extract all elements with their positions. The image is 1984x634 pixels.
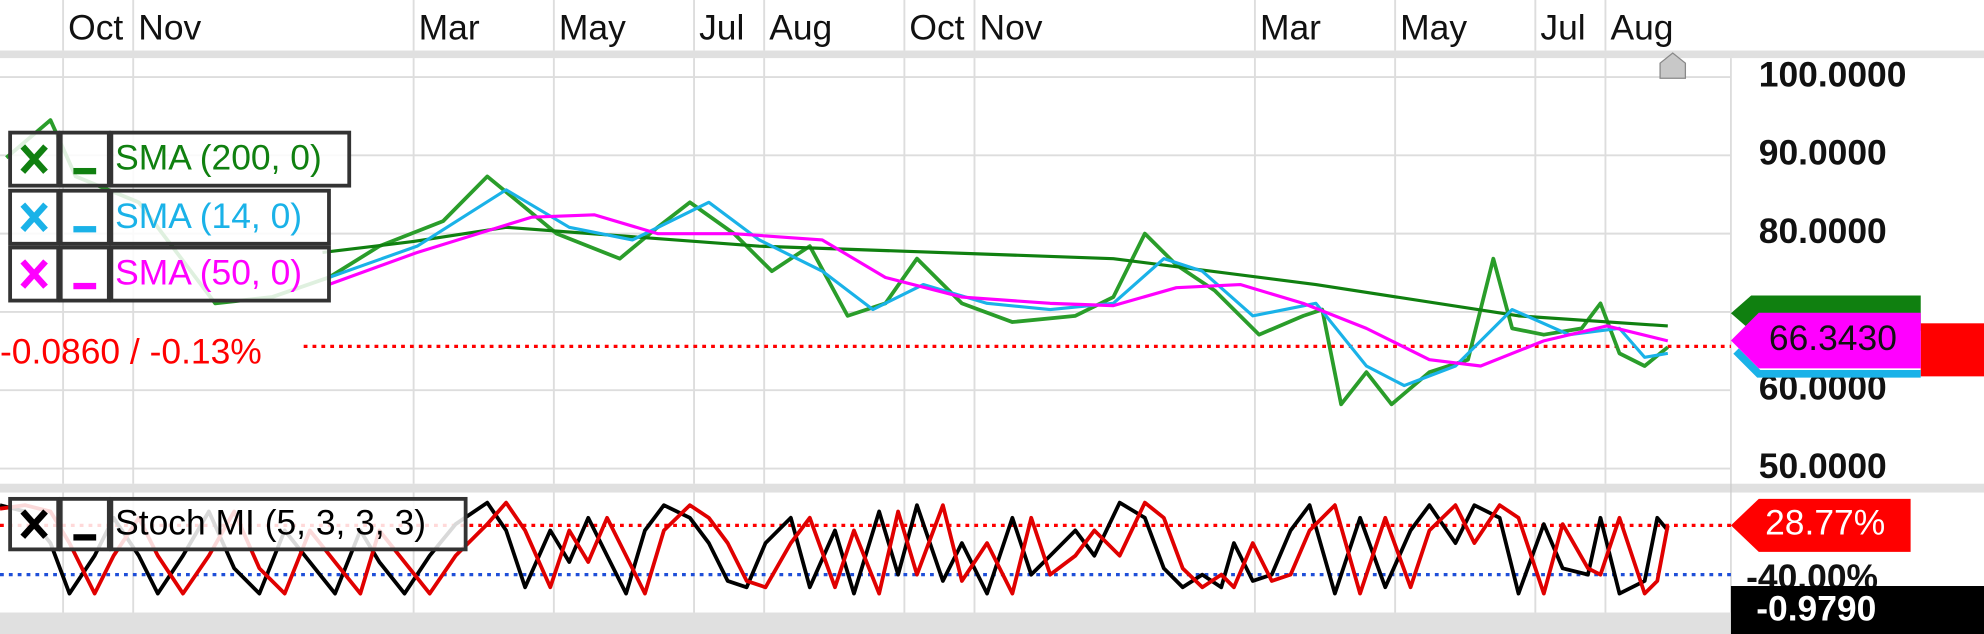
legend-row[interactable]: SMA (50, 0) [8,245,331,303]
y-tick-label: 50.0000 [1759,447,1887,486]
sma14-tag [1733,348,1921,378]
price-tag [1730,312,1921,369]
y-tick-label: 90.0000 [1759,134,1887,173]
x-tick-label: Nov [138,9,201,48]
minimize-icon [73,282,97,290]
close-icon [20,144,48,174]
x-tick-label: Mar [1260,9,1321,48]
value-tag [1730,498,1911,552]
legend-label: SMA (50, 0) [115,254,302,293]
legend-label: Stoch MI (5, 3, 3, 3) [115,504,426,543]
separator [0,612,1731,634]
y-tick-label: 80.0000 [1759,212,1887,251]
close-icon [20,509,48,539]
legend-minimize[interactable] [58,130,111,188]
legend-label-box [109,130,352,188]
legend-label: SMA (14, 0) [115,197,302,236]
legend-label-box [109,245,331,303]
value-tag-label: 28.77% [1765,504,1885,543]
legend-minimize[interactable] [58,245,111,303]
price-tag-edge [1920,323,1984,377]
x-tick-label: Jul [699,9,744,48]
legend-row[interactable]: SMA (14, 0) [8,188,331,246]
separator [0,50,1984,59]
scroll-marker[interactable] [1659,52,1687,79]
separator [0,483,1984,493]
price-tag-label: 66.3430 [1769,319,1897,358]
x-tick-label: Mar [419,9,480,48]
legend-label: SMA (200, 0) [115,139,322,178]
legend-minimize[interactable] [58,188,111,246]
change-annotation: -0.0860 / -0.13% [0,332,262,371]
legend-minimize[interactable] [58,496,111,552]
series-line [0,500,1670,596]
legend: SMA (200, 0) SMA (14, 0) SMA (50, 0) Sto… [8,130,468,552]
readout-box [1730,586,1984,634]
plot-area: OctNov2024MarMayJulAugOctNov2025MarMayJu… [0,0,1907,613]
x-tick-label: Oct [909,9,964,48]
x-tick-label: Aug [769,9,832,48]
x-tick-label: May [1400,9,1467,48]
close-icon [20,259,48,289]
close-icon [20,202,48,232]
x-tick-label: May [559,9,626,48]
x-tick-label: Nov [980,9,1043,48]
legend-row[interactable]: Stoch MI (5, 3, 3, 3) [8,496,468,552]
readout-label: -0.9790 [1756,590,1876,629]
series-line [5,118,1669,407]
legend-row[interactable]: SMA (200, 0) [8,130,352,188]
legend-label-box [109,188,331,246]
minimize-icon [73,167,97,175]
series-line [328,188,1669,388]
series-line [328,213,1669,368]
x-tick-label: Oct [68,9,123,48]
x-tick-label: Aug [1611,9,1674,48]
minimize-icon [73,226,97,233]
legend-label-box [109,496,468,552]
minimize-icon [73,534,97,541]
y-tick-label: 100.0000 [1759,55,1907,94]
x-tick-label: Jul [1540,9,1585,48]
